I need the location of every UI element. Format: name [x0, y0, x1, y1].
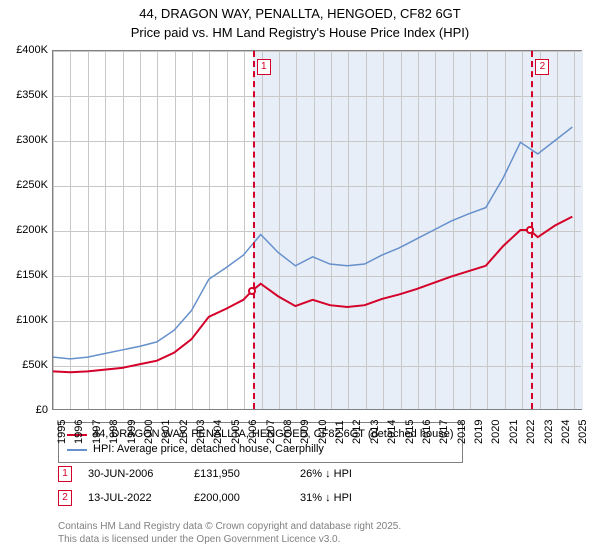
x-axis-label: 2019 [473, 420, 485, 444]
x-axis-label: 1996 [73, 420, 85, 444]
x-axis-label: 2018 [456, 420, 468, 444]
x-axis-label: 2012 [351, 420, 363, 444]
marker-box: 1 [257, 59, 271, 75]
event-pct: 26% ↓ HPI [300, 468, 390, 480]
x-axis-label: 2016 [421, 420, 433, 444]
marker-line [253, 51, 255, 409]
series-price_paid [53, 217, 572, 373]
y-axis-label: £300K [0, 134, 48, 146]
x-axis-label: 2003 [195, 420, 207, 444]
x-axis-label: 2002 [178, 420, 190, 444]
legend-label: HPI: Average price, detached house, Caer… [93, 442, 324, 457]
chart-lines [53, 51, 581, 409]
x-axis-label: 2023 [543, 420, 555, 444]
y-axis-label: £200K [0, 224, 48, 236]
chart-title: 44, DRAGON WAY, PENALLTA, HENGOED, CF82 … [0, 0, 600, 25]
event-marker-box: 2 [58, 490, 72, 506]
event-date: 30-JUN-2006 [88, 468, 178, 480]
chart-container: { "title": "44, DRAGON WAY, PENALLTA, HE… [0, 0, 600, 560]
event-row: 2 13-JUL-2022 £200,000 31% ↓ HPI [58, 490, 390, 506]
x-axis-label: 2020 [490, 420, 502, 444]
event-marker-box: 1 [58, 466, 72, 482]
y-axis-label: £50K [0, 359, 48, 371]
x-axis-label: 1995 [56, 420, 68, 444]
x-axis-label: 1998 [108, 420, 120, 444]
x-axis-label: 2022 [525, 420, 537, 444]
x-axis-label: 2017 [438, 420, 450, 444]
x-axis-label: 2025 [577, 420, 589, 444]
legend-item: HPI: Average price, detached house, Caer… [67, 442, 454, 457]
y-axis-label: £250K [0, 179, 48, 191]
x-axis-label: 2009 [299, 420, 311, 444]
footer-line: Contains HM Land Registry data © Crown c… [58, 520, 401, 533]
x-axis-label: 2015 [404, 420, 416, 444]
event-price: £131,950 [194, 468, 284, 480]
x-axis-label: 2021 [508, 420, 520, 444]
event-price: £200,000 [194, 492, 284, 504]
x-axis-label: 2005 [230, 420, 242, 444]
chart-plot-area: 12 [52, 50, 582, 410]
y-axis-label: £0 [0, 404, 48, 416]
marker-box: 2 [535, 59, 549, 75]
x-axis-label: 2014 [386, 420, 398, 444]
x-axis-label: 2007 [265, 420, 277, 444]
chart-subtitle: Price paid vs. HM Land Registry's House … [0, 25, 600, 46]
series-hpi [53, 127, 572, 359]
x-axis-label: 2008 [282, 420, 294, 444]
x-axis-label: 2011 [334, 420, 346, 444]
event-row: 1 30-JUN-2006 £131,950 26% ↓ HPI [58, 466, 390, 482]
x-axis-label: 2006 [247, 420, 259, 444]
event-pct: 31% ↓ HPI [300, 492, 390, 504]
x-axis-label: 2001 [160, 420, 172, 444]
y-axis-label: £400K [0, 44, 48, 56]
footer-text: Contains HM Land Registry data © Crown c… [58, 520, 401, 546]
x-axis-label: 1999 [126, 420, 138, 444]
y-axis-label: £350K [0, 89, 48, 101]
x-axis-label: 2024 [560, 420, 572, 444]
y-axis-label: £150K [0, 269, 48, 281]
footer-line: This data is licensed under the Open Gov… [58, 533, 401, 546]
event-date: 13-JUL-2022 [88, 492, 178, 504]
x-axis-label: 2013 [369, 420, 381, 444]
legend-swatch [67, 449, 87, 451]
x-axis-label: 2000 [143, 420, 155, 444]
y-axis-label: £100K [0, 314, 48, 326]
x-axis-label: 1997 [91, 420, 103, 444]
x-axis-label: 2010 [317, 420, 329, 444]
x-axis-label: 2004 [212, 420, 224, 444]
